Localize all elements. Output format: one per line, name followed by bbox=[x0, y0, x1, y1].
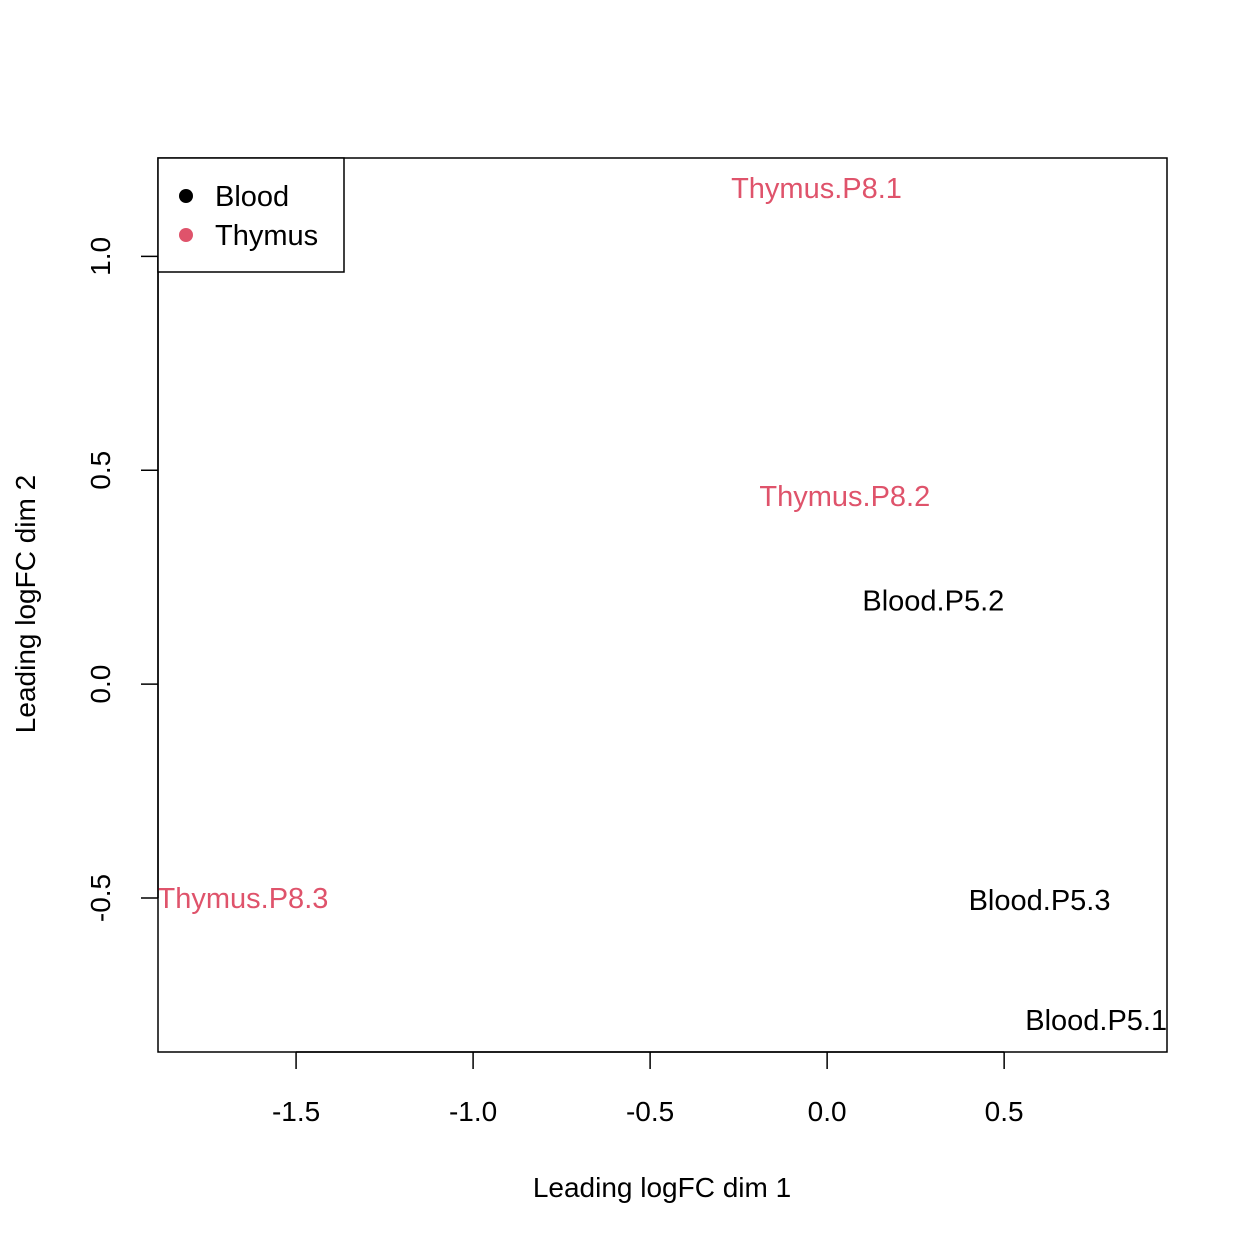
x-tick-label: -1.5 bbox=[272, 1096, 320, 1127]
point-label: Thymus.P8.2 bbox=[759, 481, 930, 513]
plot-frame bbox=[157, 157, 1168, 1053]
y-tick-label: 0.5 bbox=[85, 451, 116, 490]
y-tick-label: 0.0 bbox=[85, 665, 116, 704]
point-label: Thymus.P8.3 bbox=[158, 883, 329, 915]
point-label: Blood.P5.3 bbox=[969, 885, 1111, 917]
point-label: Thymus.P8.1 bbox=[731, 173, 902, 205]
legend-marker bbox=[179, 228, 193, 242]
y-tick-label: -0.5 bbox=[85, 874, 116, 922]
legend-box bbox=[157, 157, 345, 273]
x-tick-label: 0.0 bbox=[808, 1096, 847, 1127]
x-tick-label: -0.5 bbox=[626, 1096, 674, 1127]
x-axis: -1.5 -1.0 -0.5 0.0 0.5 bbox=[272, 1051, 1024, 1127]
legend-label: Thymus bbox=[215, 220, 318, 252]
x-tick-label: -1.0 bbox=[449, 1096, 497, 1127]
point-label: Blood.P5.1 bbox=[1025, 1005, 1167, 1037]
legend: Blood Thymus bbox=[157, 157, 345, 273]
point-label: Blood.P5.2 bbox=[862, 586, 1004, 618]
y-axis-title: Leading logFC dim 2 bbox=[10, 475, 41, 733]
y-tick-label: 1.0 bbox=[85, 237, 116, 276]
point-labels: Thymus.P8.1 Thymus.P8.2 Blood.P5.2 Thymus.P… bbox=[158, 173, 1167, 1037]
legend-label: Blood bbox=[215, 181, 289, 213]
legend-marker bbox=[179, 189, 193, 203]
x-axis-title: Leading logFC dim 1 bbox=[533, 1172, 791, 1203]
x-tick-label: 0.5 bbox=[985, 1096, 1024, 1127]
